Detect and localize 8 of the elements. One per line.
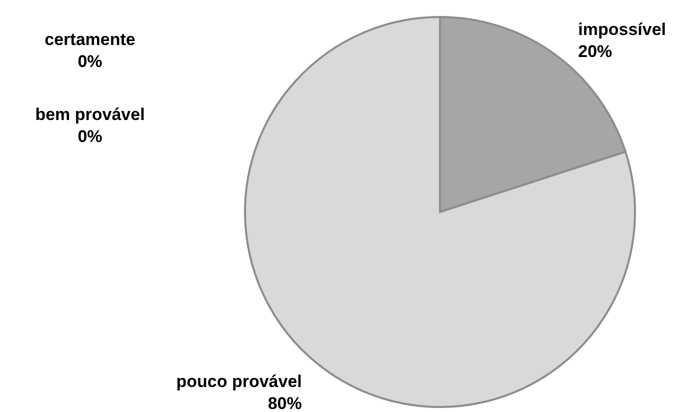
data-label: 80% xyxy=(268,394,302,412)
text: 0% xyxy=(78,127,102,146)
slice-label: pouco provável xyxy=(176,372,302,391)
slice-label: impossível xyxy=(578,20,666,39)
category-label: bem provável xyxy=(35,105,145,124)
category-label: certamente xyxy=(44,30,136,49)
text: 0% xyxy=(78,52,102,71)
data-label: 20% xyxy=(578,42,612,61)
